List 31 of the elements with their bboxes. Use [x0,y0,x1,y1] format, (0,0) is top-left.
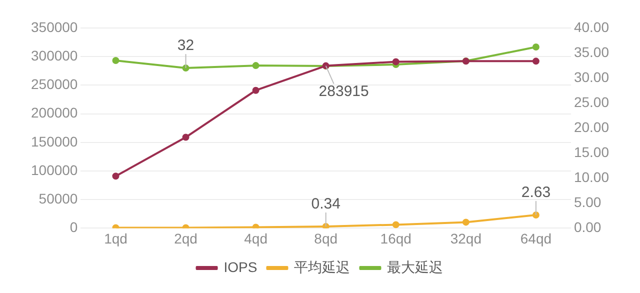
y-tick-label: 300000 [31,47,78,64]
y-tick-label: 200000 [31,104,78,121]
x-tick-label: 1qd [104,230,128,246]
legend-label: 平均延迟 [294,258,350,275]
y2-tick-label: 25.00 [574,94,610,110]
x-tick-label: 2qd [174,230,198,246]
x-tick-label: 8qd [314,230,338,246]
y-tick-label: 0 [70,219,78,236]
legend-label: 最大延迟 [387,258,444,275]
y-tick-label: 350000 [31,18,78,35]
data-label: 2.63 [521,184,551,202]
y-tick-label: 50000 [38,190,78,206]
y-tick-label: 150000 [31,133,78,150]
y2-tick-label: 20.00 [574,118,610,135]
y2-tick-label: 10.00 [574,169,610,186]
y-tick-label: 100000 [31,162,78,178]
x-tick-label: 4qd [244,230,268,246]
y2-tick-label: 5.00 [574,194,602,210]
y2-tick-label: 30.00 [574,68,610,85]
y-tick-label: 250000 [31,76,78,92]
data-label: 32 [177,37,194,54]
y2-tick-label: 0.00 [574,219,602,236]
x-tick-label: 32qd [450,230,482,246]
y2-tick-label: 15.00 [574,144,610,160]
x-tick-label: 16qd [380,230,412,246]
y2-tick-label: 35.00 [574,44,610,60]
data-label: 0.34 [311,196,340,213]
y2-tick-label: 40.00 [574,18,610,35]
legend-label: IOPS [224,258,258,275]
x-tick-label: 64qd [520,230,552,246]
data-label: 283915 [318,82,369,100]
